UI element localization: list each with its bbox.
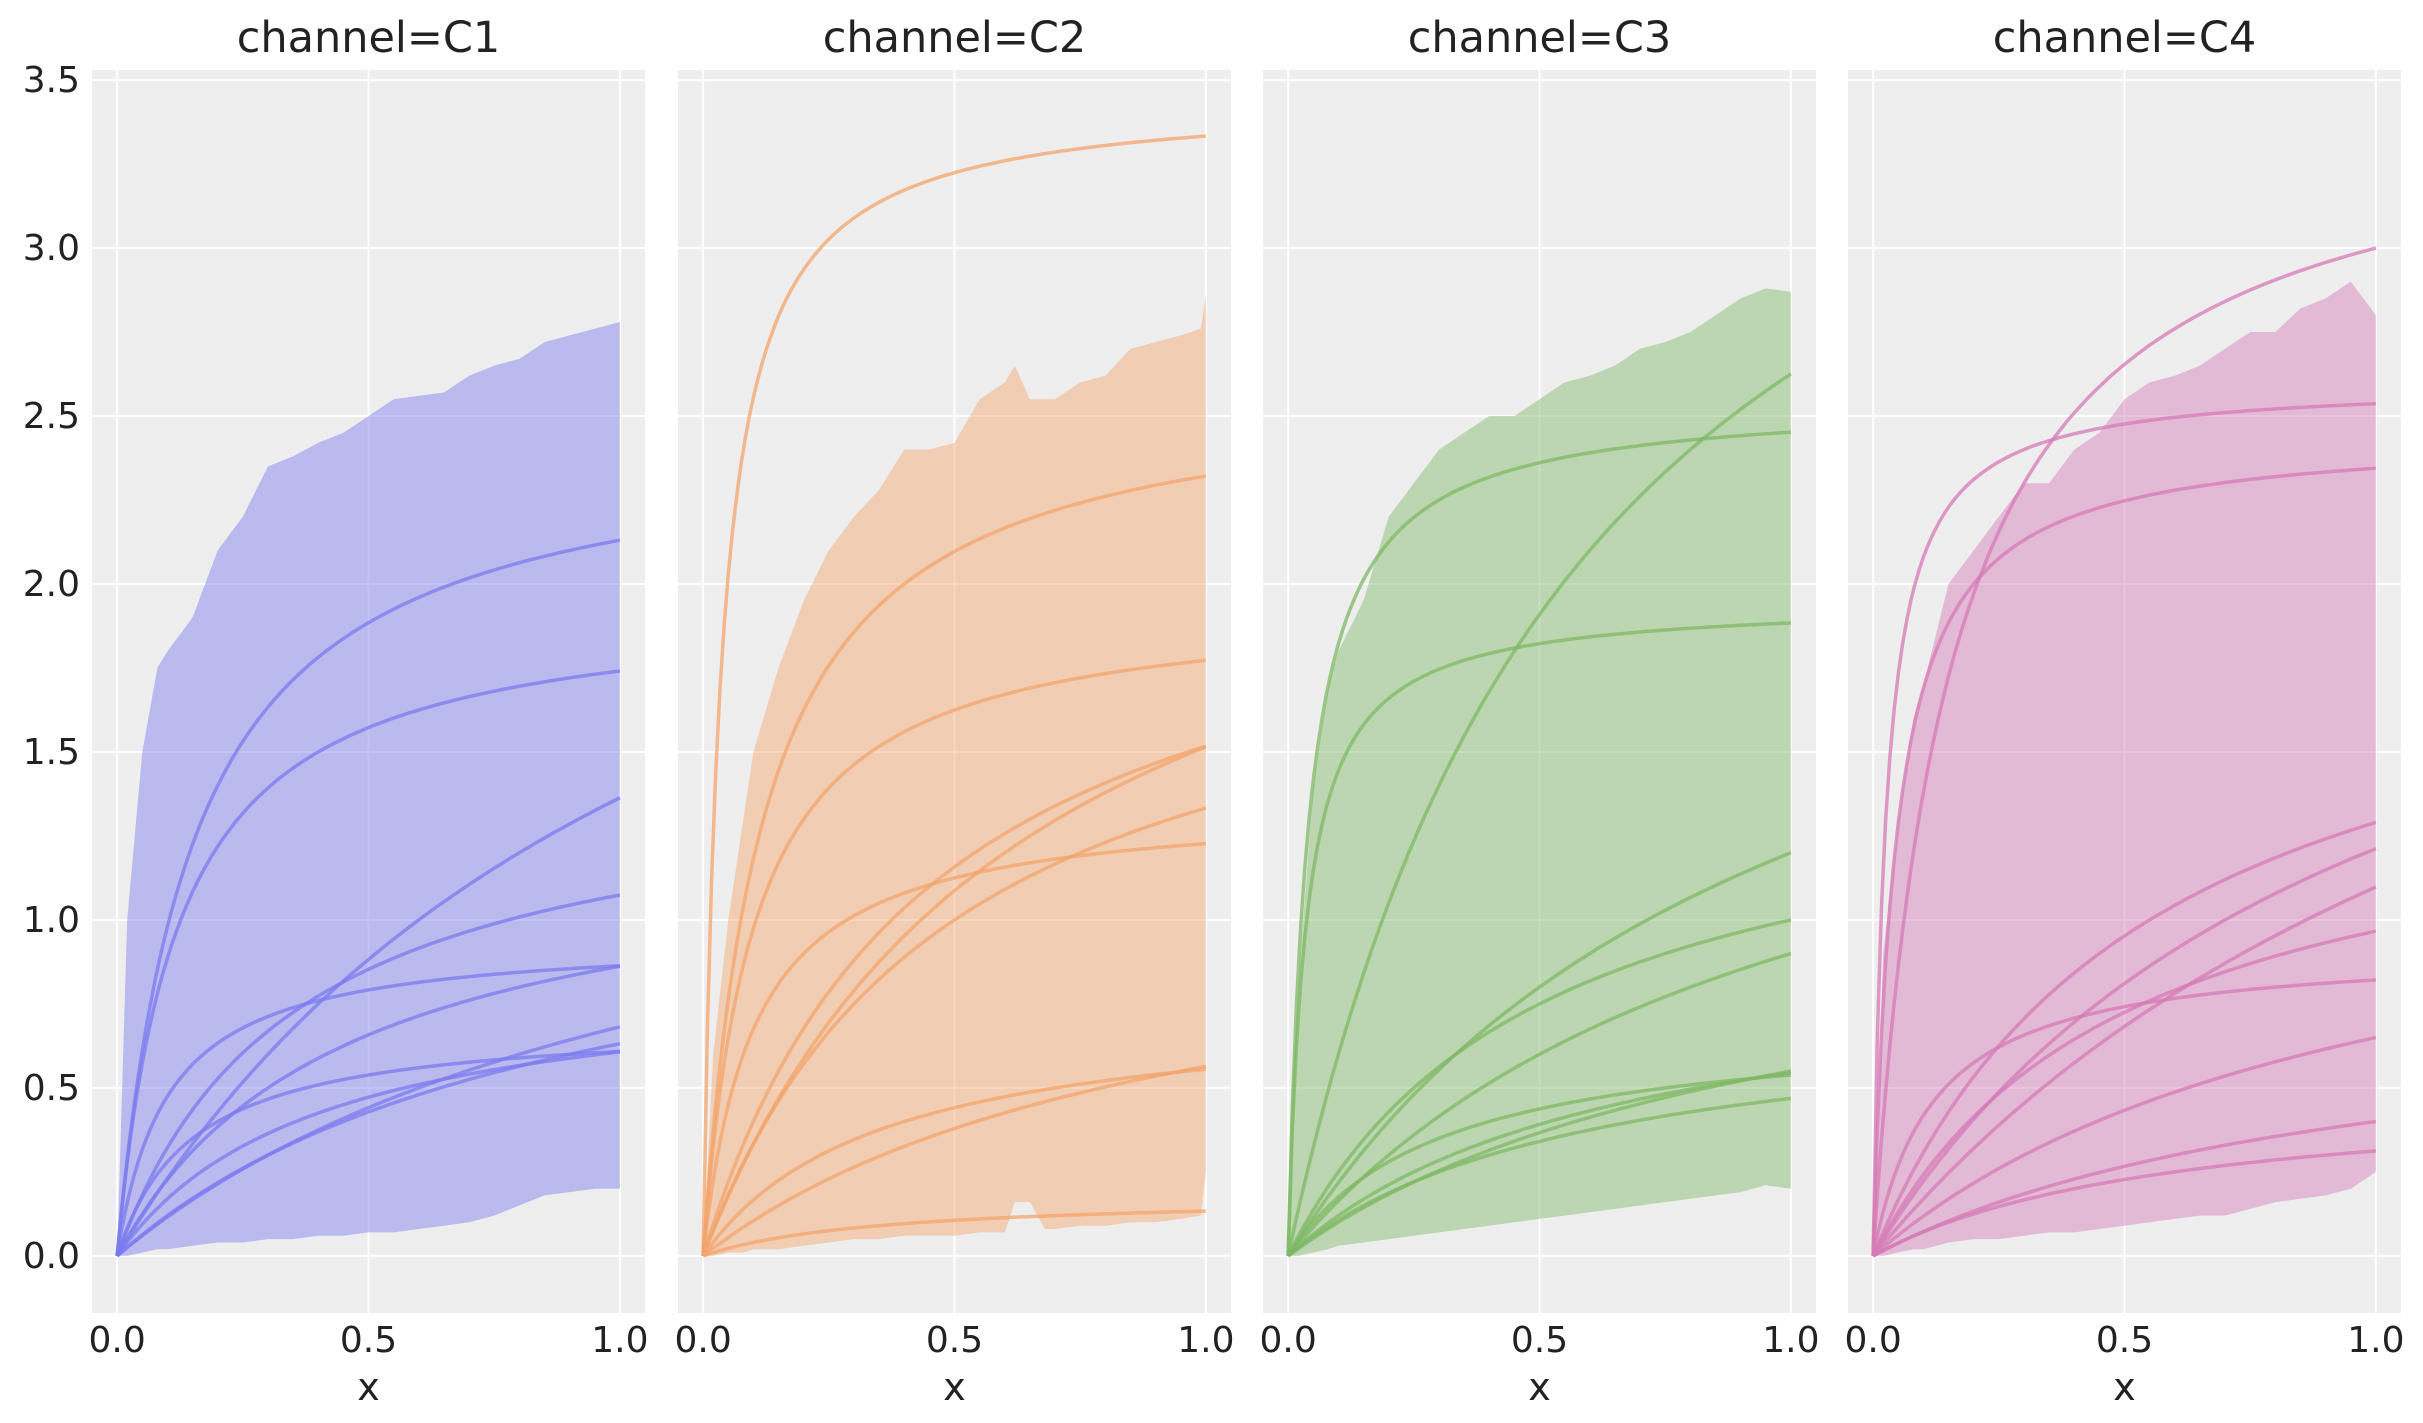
sample-curve-2 [701,474,1207,1257]
sample-curve-5 [1286,918,1792,1257]
panel-title: channel=C3 [1408,13,1672,63]
sample-curve-6 [1286,951,1792,1258]
panel-content [115,322,621,1258]
sample-curve-7 [1871,929,2377,1257]
x-tick-label: 0.0 [1845,1320,1902,1361]
panel-title: channel=C4 [1993,13,2257,63]
panel-title: channel=C2 [823,13,1087,63]
sample-curve-4 [1871,820,2377,1257]
hdi-band [117,322,620,1256]
panel-1: channel=C1 0.0 0.5 1.0 x 0.0 0.5 1.0 1.5 2.0 2.5 3.… [23,13,649,1409]
sample-curve-1 [1871,246,2377,1257]
sample-curve-8 [1871,978,2377,1257]
y-tick-label: 2.0 [23,564,80,605]
x-tick-label: 0.5 [340,1320,397,1361]
x-axis-label: x [357,1365,380,1409]
x-tick-label: 0.0 [89,1320,146,1361]
sample-curve-7 [701,841,1207,1257]
sample-curve-7 [1287,1069,1792,1258]
sample-curve-6 [701,806,1207,1257]
panel-title: channel=C1 [237,13,501,63]
sample-curve-11 [1872,1149,2377,1258]
sample-curve-2 [115,538,621,1257]
sample-curve-10 [1286,1096,1792,1258]
sample-curve-9 [1871,1035,2377,1258]
panel-4: channel=C4 0.0 0.5 1.0 x [1845,13,2405,1409]
sample-curve-6 [115,964,621,1257]
sample-curve-1 [701,134,1207,1256]
sample-curve-6 [1871,885,2377,1258]
x-tick-label: 0.5 [2096,1320,2153,1361]
sample-curve-2 [1871,466,2376,1256]
sample-curve-3 [115,669,621,1257]
y-tick-label: 2.5 [23,396,80,437]
y-tick-label: 1.5 [23,732,80,773]
y-tick-label: 3.0 [23,228,80,269]
x-tick-label: 1.0 [1762,1320,1819,1361]
sample-curve-4 [115,893,621,1257]
y-tick-label: 3.5 [23,60,80,101]
y-tick-label: 1.0 [23,900,80,941]
sample-curve-10 [1872,1119,2377,1258]
sample-curve-8 [702,1064,1207,1258]
sample-curve-5 [701,745,1207,1257]
panel-2: channel=C2 0.0 0.5 1.0 x [675,13,1235,1409]
hdi-band [1288,288,1791,1256]
sample-curve-9 [701,1067,1207,1257]
sample-curve-3 [701,658,1207,1257]
x-axis-label: x [1528,1365,1551,1409]
sample-curve-10 [115,1050,621,1257]
sample-curve-1 [1286,430,1791,1256]
sample-curve-9 [115,1049,620,1257]
x-tick-label: 0.0 [1260,1320,1317,1361]
sample-curve-9 [1286,1070,1792,1258]
x-axis-label: x [943,1365,966,1409]
x-tick-label: 1.0 [1177,1320,1234,1361]
sample-curve-3 [1286,372,1792,1257]
sample-curve-3 [1871,401,2376,1256]
x-tick-label: 0.0 [675,1320,732,1361]
sample-curve-8 [1286,1073,1792,1257]
y-tick-label: 0.0 [23,1236,80,1277]
sample-curve-2 [1286,621,1791,1256]
sample-curve-4 [1286,851,1792,1257]
hdi-band [703,295,1206,1256]
x-axis-label: x [2113,1365,2136,1409]
sample-curve-5 [1871,847,2377,1257]
sample-curve-4 [701,744,1207,1257]
panel-3: channel=C3 0.0 0.5 1.0 x [1260,13,1820,1409]
x-tick-label: 1.0 [591,1320,648,1361]
x-tick-label: 0.5 [1511,1320,1568,1361]
x-tick-label: 0.5 [926,1320,983,1361]
panel-content [1286,288,1792,1258]
sample-curve-5 [115,964,620,1257]
y-tick-label: 0.5 [23,1068,80,1109]
x-tick-label: 1.0 [2347,1320,2404,1361]
sample-curve-10 [702,1209,1206,1258]
panel-content [701,134,1207,1258]
panel-content [1871,246,2377,1258]
hdi-band [1873,281,2376,1256]
